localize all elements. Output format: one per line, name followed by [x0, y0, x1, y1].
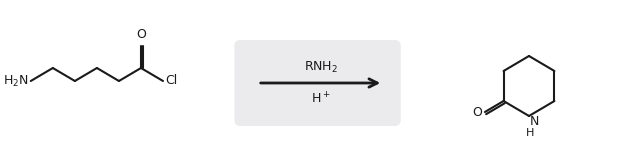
Text: H$_2$N: H$_2$N	[3, 74, 29, 89]
Text: Cl: Cl	[165, 74, 177, 88]
Text: H: H	[526, 128, 534, 138]
Text: H$^+$: H$^+$	[310, 91, 330, 106]
Text: O: O	[136, 28, 146, 41]
Text: O: O	[472, 105, 482, 119]
Text: RNH$_2$: RNH$_2$	[304, 60, 337, 75]
Text: N: N	[530, 115, 540, 128]
FancyBboxPatch shape	[234, 40, 401, 126]
